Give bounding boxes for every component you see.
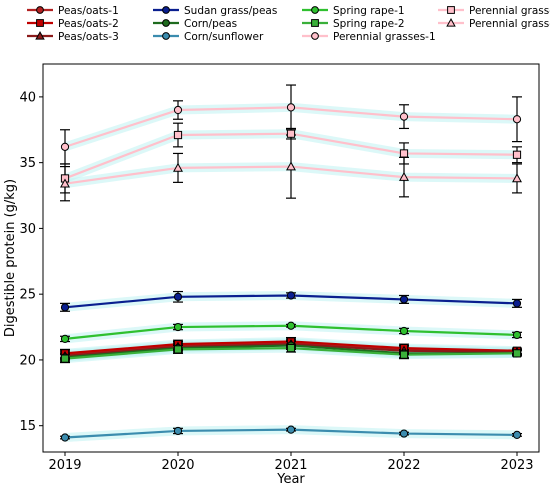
legend-marker	[311, 19, 319, 27]
data-point	[286, 129, 296, 138]
legend-label: Peas/oats-2	[58, 18, 119, 30]
data-point	[512, 330, 522, 340]
legend-item: Perennial grasses-1	[302, 31, 436, 43]
y-tick-label: 25	[19, 288, 36, 303]
x-tick-label: 2021	[274, 458, 307, 473]
data-point	[399, 171, 409, 181]
legend-marker	[162, 6, 170, 14]
legend-item: Peas/oats-3	[27, 31, 119, 43]
data-point	[399, 112, 409, 121]
legend-item: Perennial grasses-3	[438, 18, 550, 30]
data-point	[286, 425, 296, 434]
data-point	[286, 103, 296, 112]
x-axis-ticks: 2019 2020 2021 2022 2023	[48, 452, 534, 473]
legend-item: Spring rape-1	[302, 5, 405, 17]
legend-label: Spring rape-2	[333, 18, 405, 30]
data-point	[286, 291, 296, 300]
x-axis-label: Year	[276, 472, 305, 487]
legend-item: Perennial grasses-2	[438, 5, 550, 17]
y-axis-label: Digestible protein (g/kg)	[3, 179, 18, 337]
y-tick-label: 15	[19, 419, 36, 434]
legend-label: Perennial grasses-1	[333, 31, 436, 43]
y-tick-label: 20	[19, 353, 36, 368]
legend-marker	[162, 19, 170, 27]
data-point	[173, 292, 183, 301]
y-tick-label: 35	[19, 156, 36, 171]
legend-item: Corn/peas	[153, 18, 237, 30]
data-point	[173, 345, 183, 354]
data-point	[60, 354, 70, 363]
data-point	[512, 299, 522, 308]
data-point	[512, 115, 522, 124]
data-point	[60, 303, 70, 312]
data-point	[512, 150, 522, 159]
data-point	[286, 321, 296, 330]
x-tick-label: 2022	[387, 458, 420, 473]
data-point	[173, 426, 183, 436]
legend-label: Spring rape-1	[333, 5, 405, 17]
data-point	[173, 130, 183, 140]
data-point	[399, 295, 409, 304]
data-point	[512, 173, 522, 183]
legend-marker	[447, 6, 455, 14]
legend-marker	[446, 18, 456, 27]
data-point	[399, 326, 409, 336]
legend-item: Spring rape-2	[302, 18, 405, 30]
legend-marker	[311, 32, 319, 40]
data-point	[512, 430, 522, 440]
legend-label: Corn/peas	[184, 18, 237, 30]
data-point	[60, 142, 70, 151]
legend-label: Peas/oats-1	[58, 5, 119, 17]
legend-label: Perennial grasses-2	[469, 5, 550, 17]
legend-label: Sudan grass/peas	[184, 5, 277, 17]
legend-label: Perennial grasses-3	[469, 18, 550, 30]
data-point	[60, 178, 70, 188]
legend-marker	[36, 19, 44, 27]
legend-marker	[162, 32, 170, 40]
data-point	[399, 429, 409, 438]
legend-item: Sudan grass/peas	[153, 5, 277, 17]
data-point	[286, 343, 296, 353]
legend-item: Peas/oats-1	[27, 5, 119, 17]
legend-item: Peas/oats-2	[27, 18, 119, 30]
x-tick-label: 2023	[500, 458, 533, 473]
data-point	[399, 350, 409, 359]
legend-label: Peas/oats-3	[58, 31, 119, 43]
legend-marker	[35, 31, 45, 40]
data-point	[173, 105, 183, 115]
x-tick-label: 2019	[48, 458, 81, 473]
markers-layer	[60, 103, 522, 442]
legend-item: Corn/sunflower	[153, 31, 264, 43]
legend-marker	[311, 6, 319, 14]
data-point	[173, 162, 183, 172]
y-axis-ticks: 15 20 25 30 35 40	[19, 90, 43, 434]
legend-marker	[36, 6, 44, 14]
data-point	[60, 433, 70, 442]
data-point	[173, 322, 183, 332]
legend-label: Corn/sunflower	[184, 31, 264, 43]
data-point	[286, 161, 296, 171]
y-tick-label: 40	[19, 90, 36, 105]
data-point	[399, 149, 409, 158]
x-tick-label: 2020	[161, 458, 194, 473]
data-point	[60, 334, 70, 343]
y-tick-label: 30	[19, 222, 36, 237]
error-bars-layer	[60, 84, 522, 440]
data-point	[512, 349, 522, 358]
